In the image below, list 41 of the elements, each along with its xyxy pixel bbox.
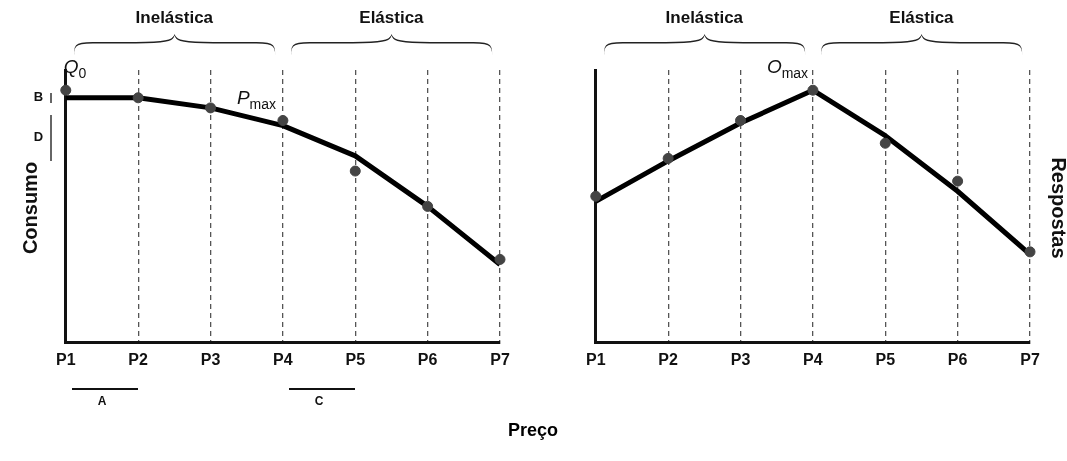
text: B xyxy=(33,88,44,104)
x-tick-label: P2 xyxy=(128,350,149,368)
point xyxy=(132,92,144,104)
text: C xyxy=(314,394,324,408)
text: Elástica xyxy=(359,8,424,28)
x-tick-label: P5 xyxy=(345,350,366,368)
x-tick-label: P4 xyxy=(803,350,823,368)
point xyxy=(494,253,506,265)
point xyxy=(1024,246,1036,258)
point xyxy=(277,115,289,127)
text: A xyxy=(97,394,107,408)
annotation: O$_{max}$ xyxy=(766,56,809,81)
x-tick-label: P7 xyxy=(1020,350,1040,368)
point xyxy=(807,84,819,96)
x-tick-label: P1 xyxy=(56,350,76,368)
point xyxy=(879,137,891,149)
x-tick-label: P6 xyxy=(947,350,968,368)
x-tick-label: P4 xyxy=(273,350,293,368)
x-tick-label: P5 xyxy=(875,350,896,368)
x-tick-label: P6 xyxy=(417,350,438,368)
x-tick-label: P3 xyxy=(200,350,221,368)
point xyxy=(60,84,72,96)
x-tick-label: P1 xyxy=(586,350,606,368)
point xyxy=(590,190,602,202)
x-tick-label: P2 xyxy=(658,350,679,368)
point xyxy=(349,165,361,177)
point xyxy=(662,152,674,164)
point xyxy=(952,175,964,187)
point xyxy=(205,102,217,114)
y-axis-title: Consumo xyxy=(18,161,42,255)
text: Elástica xyxy=(889,8,954,28)
point xyxy=(735,115,747,127)
x-tick-label: P3 xyxy=(730,350,751,368)
text: Inelástica xyxy=(665,8,744,28)
text: Inelástica xyxy=(135,8,214,28)
point xyxy=(422,200,434,212)
x-tick-label: P7 xyxy=(490,350,510,368)
y-axis-title: Respostas xyxy=(1046,157,1067,259)
text: D xyxy=(33,129,44,145)
x-axis-title: Preço xyxy=(507,420,559,441)
annotation: P$_{max}$ xyxy=(236,86,277,112)
